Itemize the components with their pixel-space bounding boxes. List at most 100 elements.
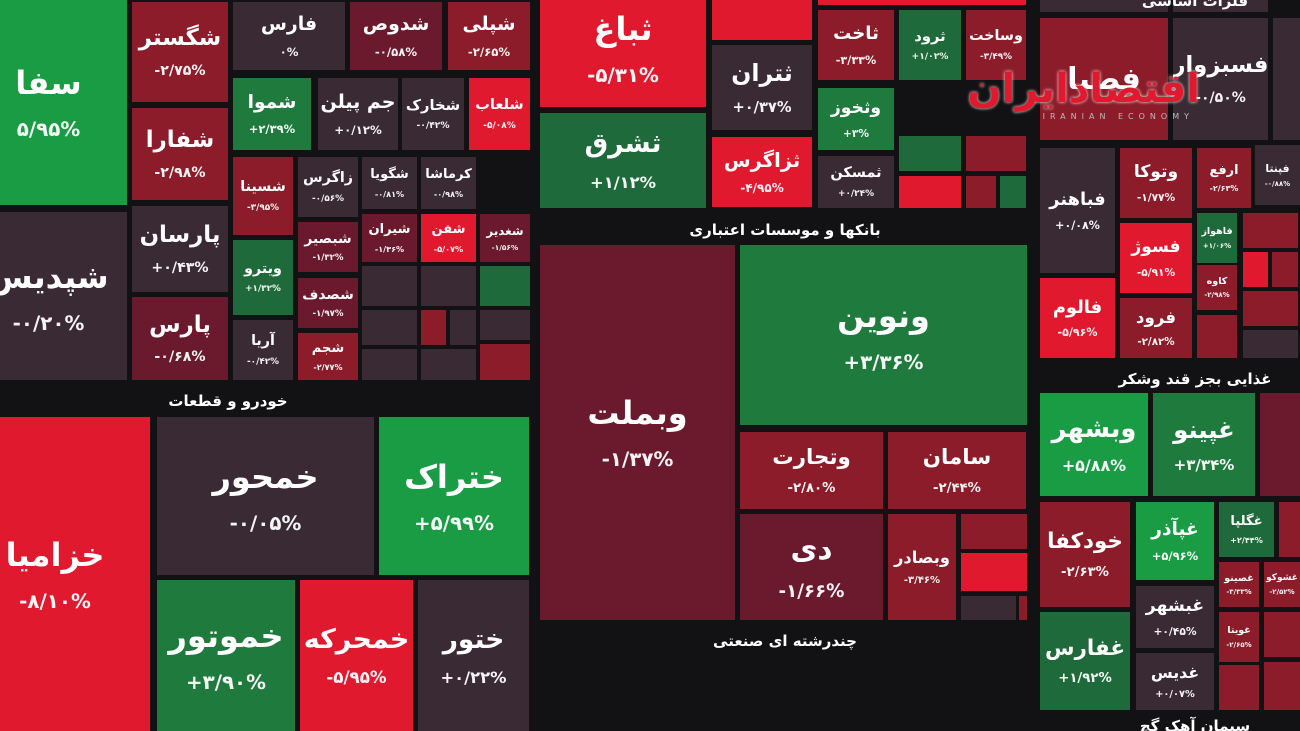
stock-change: +۲/۴۴% [1230,535,1263,546]
stock-change: +۳% [842,126,870,140]
stock-name: فاهواز [1201,226,1233,238]
stock-change: -۰/۹۸% [433,188,464,199]
stock-name: پارسان [139,222,221,249]
stock-change: -۵/۳۱% [587,64,659,87]
tile-blank [362,266,417,306]
stock-name: خمحور [212,457,319,496]
stock-tile: فرود -۲/۸۲% [1120,298,1192,358]
stock-name: سفا [15,64,82,102]
stock-tile: ختور +۰/۲۲% [418,580,529,731]
stock-name: وثخوز [830,98,882,119]
stock-name: شغدیر [486,223,524,238]
stock-name: غشوکو [1266,573,1298,584]
tile-blank [966,176,996,208]
stock-name: فپنتا [1265,161,1290,175]
stock-change: -۳/۳۳% [835,53,877,67]
tile-blank [1243,291,1298,326]
stock-name: غصینو [1224,572,1254,584]
stock-change: -۴/۹۵% [740,181,784,196]
stock-name: ثرود [914,27,946,45]
stock-name: شیران [368,222,411,238]
tile-blank [966,136,1026,171]
tile-blank [899,136,961,171]
stock-change: -۰/۴۲% [416,121,450,132]
stock-change: +۱/۳۲% [245,284,281,295]
stock-name: ختراک [404,457,504,496]
stock-change: +۰/۱۲% [334,122,382,137]
tile-blank [1019,596,1027,620]
stock-tile: فالوم -۵/۹۶% [1040,278,1115,358]
stock-name: شسینا [240,179,286,196]
stock-tile: غگلپا +۲/۴۴% [1219,502,1274,557]
stock-name: غپآذر [1151,518,1199,540]
stock-name: وتوکا [1133,162,1179,183]
stock-name: غپینو [1173,414,1235,444]
logo: اقتصادایران IRANIAN ECONOMY [905,66,1200,126]
stock-name: شبصیر [304,230,352,247]
stock-change: -۰/۶۸% [154,349,206,366]
stock-tile: ویترو +۱/۳۲% [233,240,293,315]
stock-tile: کرماشا -۰/۹۸% [421,157,476,209]
stock-tile: غویتا -۲/۶۵% [1219,612,1259,662]
stock-name: فارس [260,13,318,36]
tile-blank [1260,393,1300,496]
stock-change: -۲/۴۴% [933,480,981,496]
stock-change: -۲/۷۷% [313,362,343,373]
stock-name: شفارا [145,127,215,154]
stock-tile: فاهواز +۱/۰۶% [1197,213,1237,263]
stock-tile: ثاخت -۳/۳۳% [818,10,894,80]
tile-blank [1197,315,1237,358]
stock-name: کاوه [1206,275,1228,287]
stock-name: شگویا [370,167,409,183]
stock-change: -۵/۹۵% [326,668,387,688]
stock-change: -۵/۰۷% [433,243,464,254]
stock-change: -۰/۲۰% [12,311,85,335]
stock-name: فسوژ [1131,237,1181,258]
stock-tile: فباهنر +۰/۰۸% [1040,148,1115,273]
stock-name: ثباغ [593,10,653,48]
stock-tile: ثرود +۱/۰۲% [899,10,961,80]
stock-change: -۳/۳۳% [1226,588,1252,597]
stock-tile: غصینو -۳/۳۳% [1219,562,1259,607]
stock-change: +۵/۸۸% [1061,456,1127,476]
sector-label: خودرو و قطعات [168,392,288,410]
stock-change: -۰/۵۶% [312,193,344,204]
stock-tile: شپدیس -۰/۲۰% [0,212,127,380]
stock-tile: وثخوز +۳% [818,88,894,150]
stock-change: -۲/۶۵% [467,44,511,59]
stock-change: -۳/۴۶% [903,575,941,587]
tile-blank [421,349,476,380]
stock-change: +۱/۰۶% [1202,241,1232,250]
stock-name: دی [790,532,833,567]
stock-change: +۵/۹۹% [413,511,495,535]
tile-blank [712,0,812,40]
tile-blank [818,0,1026,5]
sector-label: غذایی بجز قند وشکر [1118,370,1272,388]
stock-change: +۱/۱۲% [589,172,657,192]
stock-change: +۰/۳۷% [732,98,792,116]
stock-tile: وتجارت -۲/۸۰% [740,432,883,509]
tile-blank [1272,252,1298,287]
tile-blank [421,310,446,345]
stock-tile: غشوکو -۲/۵۲% [1264,562,1300,607]
stock-tile: وبشهر +۵/۸۸% [1040,393,1148,496]
stock-name: ونوین [837,296,930,335]
stock-name: غبشهر [1145,596,1205,617]
stock-tile: شبصیر -۱/۳۲% [298,222,358,272]
stock-name: غگلپا [1230,513,1263,529]
stock-change: -۰/۸۸% [1264,180,1291,189]
stock-tile: کاوه -۲/۹۸% [1197,265,1237,310]
stock-change: -۵/۹۱% [1136,265,1176,279]
tile-blank [1264,612,1300,657]
stock-name: وبملت [587,394,688,432]
stock-tile: وبصادر -۳/۴۶% [888,514,956,620]
stock-change: +۰/۴۳% [151,259,209,276]
stock-change: -۱/۳۶% [374,243,405,254]
stock-tile: شخارک -۰/۴۲% [402,78,464,150]
stock-change: -۵/۹۶% [1057,326,1098,340]
stock-name: فباهنر [1049,189,1106,211]
stock-tile: شصدف -۱/۹۷% [298,278,358,328]
stock-tile: خموتور +۳/۹۰% [157,580,295,731]
stock-name: شپدیس [0,257,109,296]
